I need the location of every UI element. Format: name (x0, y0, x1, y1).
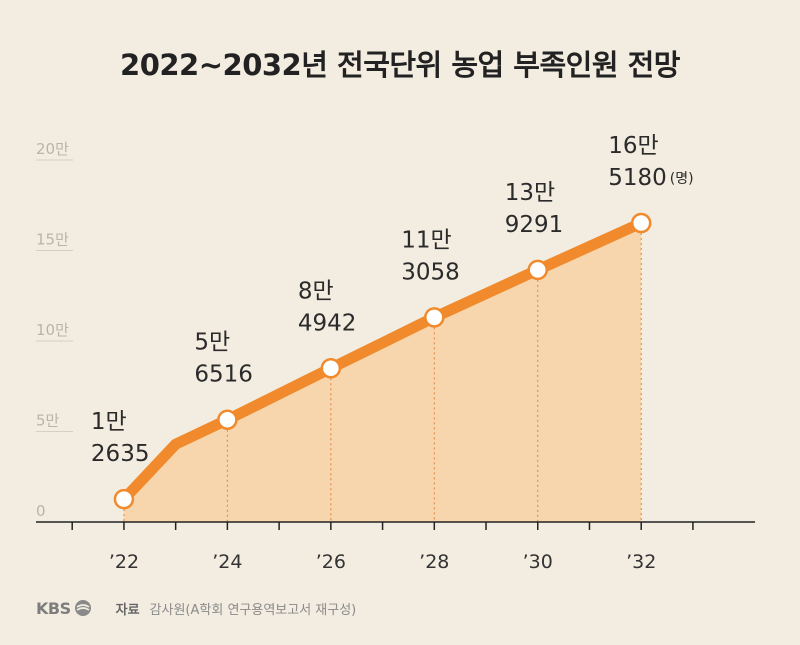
data-label-line2: 5180 (608, 165, 667, 191)
y-tick-label: 15만 (36, 231, 69, 249)
data-point (217, 409, 238, 430)
chart-title: 2022~2032년 전국단위 농업 부족인원 전망 (120, 48, 680, 82)
x-tick-label: ’30 (523, 551, 553, 573)
kbs-logo-text: KBS (36, 598, 71, 618)
y-tick-label: 5만 (36, 412, 60, 430)
x-tick-label: ’32 (626, 551, 656, 573)
x-tick-label: ’26 (316, 551, 346, 573)
markers (113, 212, 652, 510)
data-label-line2: 4942 (298, 310, 357, 336)
x-tick-label: ’24 (212, 551, 242, 573)
data-label-line2: 2635 (91, 441, 150, 467)
area-fill (123, 223, 642, 522)
x-axis: ’22 ’24 ’26 ’28 ’30 ’32 (36, 521, 755, 573)
data-point (630, 212, 652, 234)
gridlines: 0 5만 10만 15만 20만 (36, 140, 73, 520)
data-label-line1: 11만 (401, 227, 451, 253)
data-point (424, 307, 445, 328)
data-labels: 1만 2635 5만 6516 8만 4942 11만 3058 13만 9291 16만 5180(… (91, 133, 694, 467)
x-tick-label: ’22 (109, 551, 139, 573)
y-tick-label: 10만 (36, 321, 69, 339)
area-shape (123, 223, 642, 522)
source-label: 자료 (115, 602, 140, 618)
kbs-logo-icon (74, 600, 91, 616)
data-label-line2: 3058 (401, 259, 460, 285)
footer: KBS 자료 감사원(A학회 연구용역보고서 재구성) (36, 596, 356, 620)
x-tick-label: ’28 (419, 551, 449, 573)
data-point (113, 488, 135, 510)
data-label-line2: 9291 (505, 212, 564, 238)
unit-label: (명) (670, 171, 694, 187)
data-point (527, 259, 548, 281)
source-text: 감사원(A학회 연구용역보고서 재구성) (149, 602, 357, 618)
data-label-line2: 6516 (194, 362, 253, 388)
kbs-logo: KBS (36, 599, 92, 618)
data-label-line1: 8만 (298, 278, 334, 304)
droplines (123, 223, 642, 522)
data-label-line1: 16만 (608, 133, 658, 159)
data-label-line1: 5만 (194, 330, 230, 356)
y-tick-label: 0 (36, 502, 46, 520)
data-label-line1: 13만 (505, 180, 555, 206)
data-point (320, 358, 342, 379)
y-tick-label: 20만 (36, 140, 69, 158)
data-label-line1: 1만 (91, 409, 127, 435)
